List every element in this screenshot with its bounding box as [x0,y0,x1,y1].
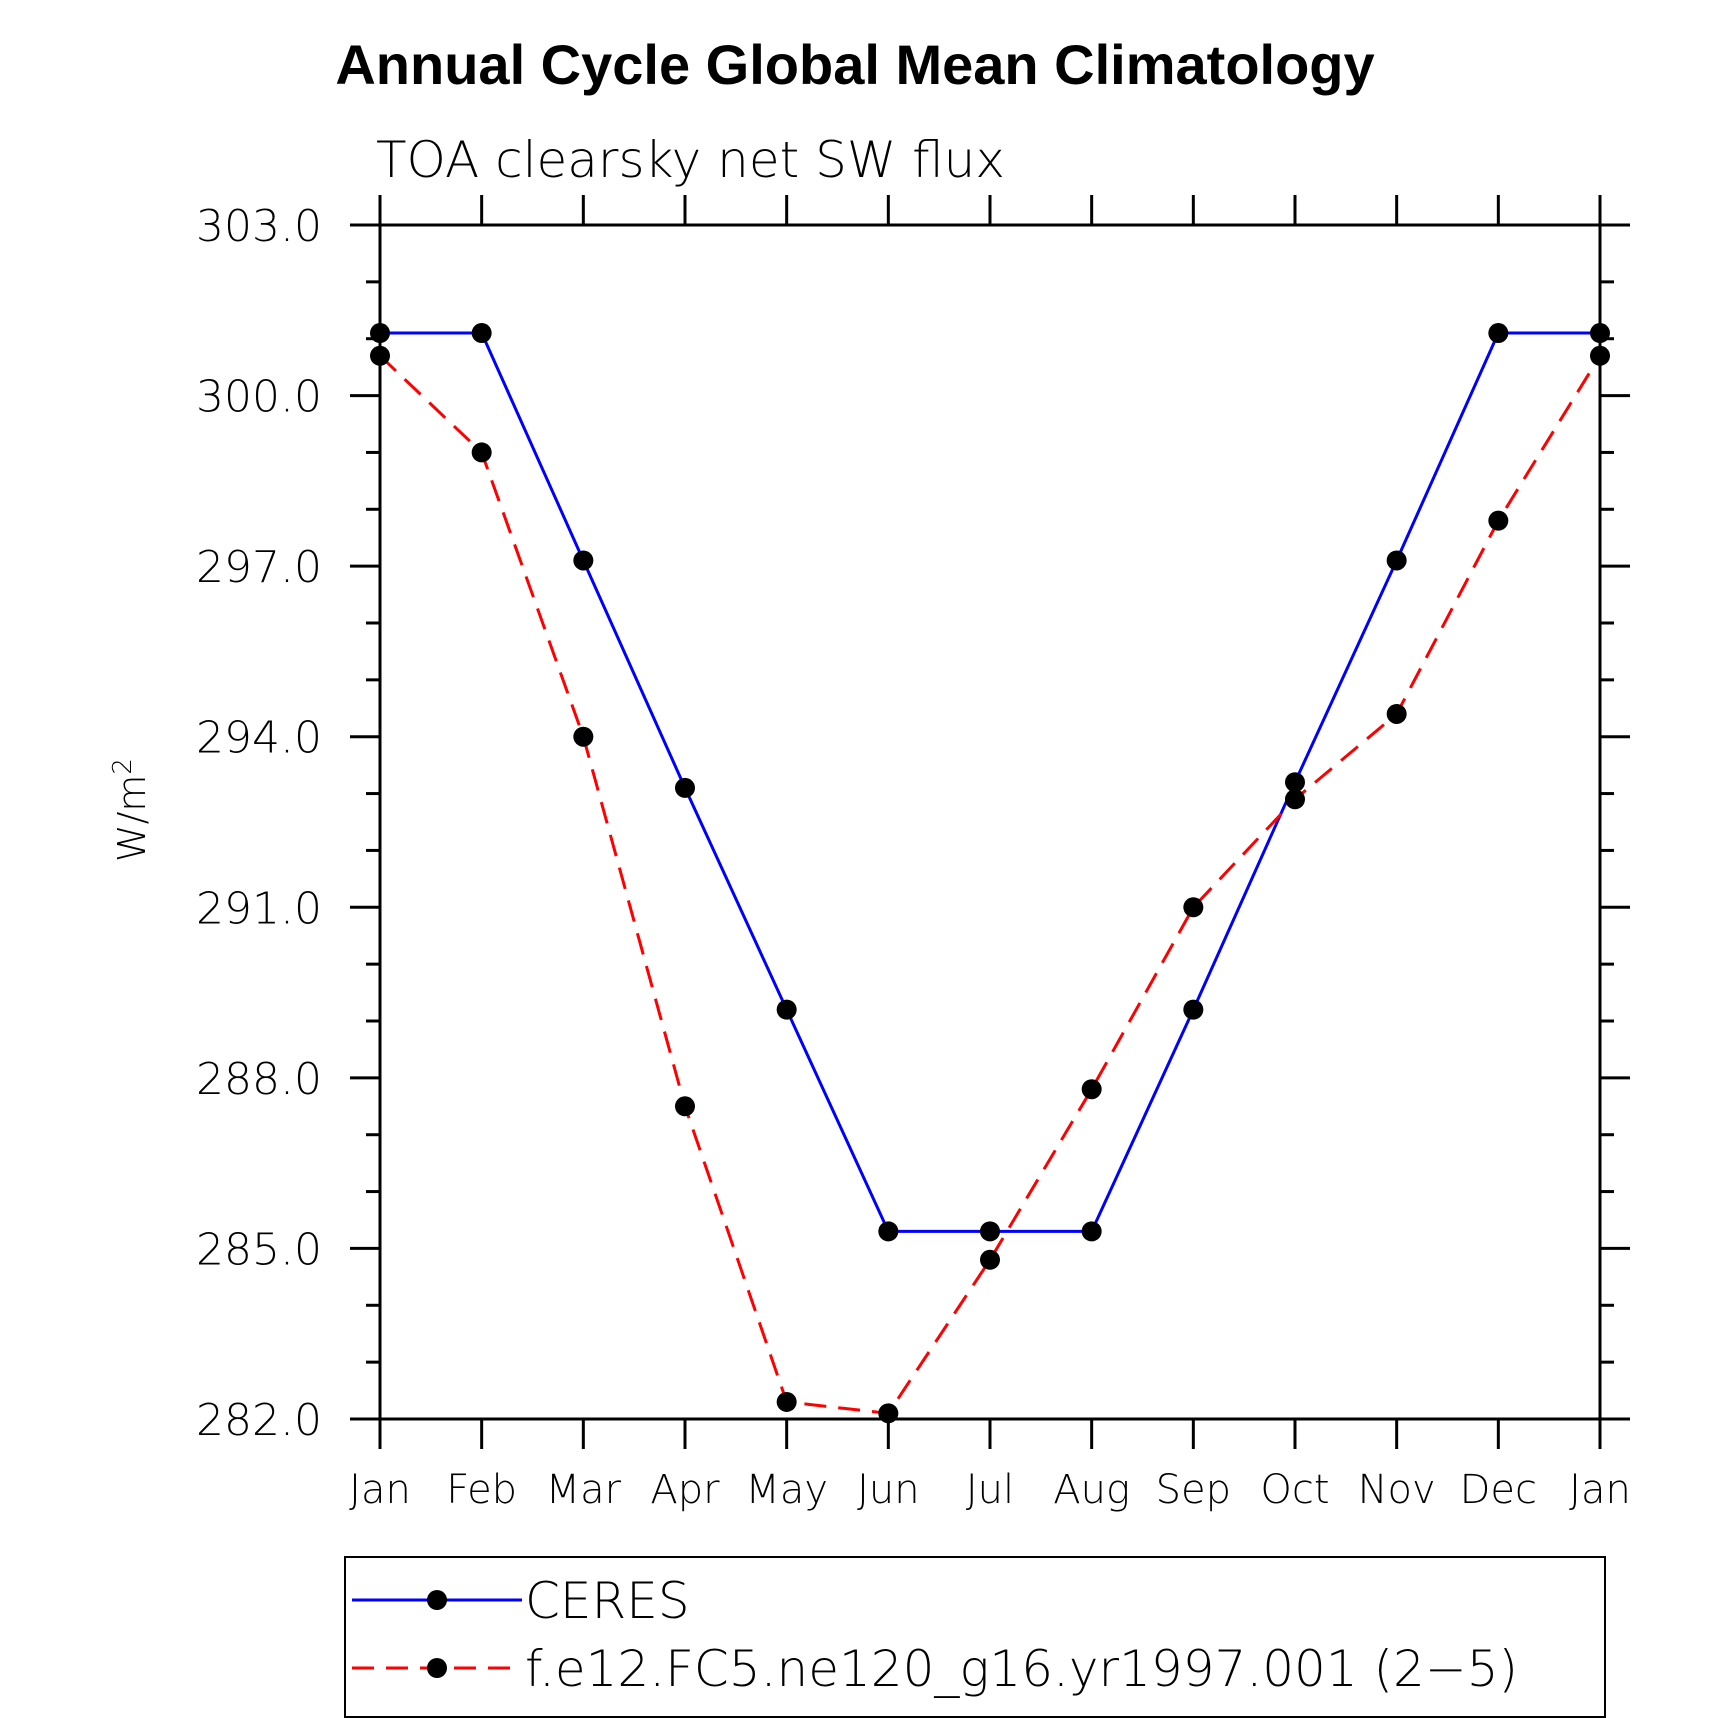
x-tick-label: Jul [966,1467,1014,1513]
series-1-point [573,726,594,747]
x-tick-label: Oct [1260,1467,1329,1513]
series-0-point [1285,772,1305,793]
x-tick-label: May [745,1467,828,1513]
axis-ticks [350,195,1630,1449]
y-tick-label: 297.0 [196,542,322,593]
x-tick-label: Sep [1156,1467,1231,1513]
legend-marker-ceres [427,1590,447,1610]
legend: CERES f.e12.FC5.ne120_g16.yr1997.001 (2−… [344,1556,1606,1718]
series-1-point [675,1096,695,1117]
x-tick-labels: Jan Feb Mar Apr May Jun Jul Aug Sep Oct Nov Dec Jan [349,1467,1631,1513]
y-axis-label-base: W/m [110,775,154,862]
y-tick-label: 294.0 [196,713,322,764]
x-tick-label: Jun [857,1467,920,1513]
series-1-point [980,1249,1000,1270]
svg-text:W/m2: W/m2 [108,758,154,862]
chart-subtitle: TOA clearsky net SW flux [376,131,1005,189]
legend-label-ceres: CERES [525,1572,690,1630]
series-0-point [1081,1221,1102,1242]
series-0-point [370,323,390,344]
series-1-point [471,442,492,463]
series-0-point [1386,550,1407,571]
series-0-point [1183,999,1204,1020]
x-tick-label: Jan [349,1467,411,1513]
legend-marker-model [427,1658,447,1678]
series-0-point [980,1221,1000,1242]
legend-label-model: f.e12.FC5.ne120_g16.yr1997.001 (2−5) [525,1640,1518,1698]
series-0-point [776,999,797,1020]
series-1-point [1285,789,1305,810]
series-1-point [776,1391,797,1412]
series-layer [370,323,1610,1424]
y-tick-label: 291.0 [196,883,322,934]
y-tick-label: 300.0 [196,372,322,423]
x-tick-label: Aug [1053,1467,1130,1513]
series-0-point [878,1221,899,1242]
y-axis-label: W/m2 [108,758,154,862]
series-1-point [370,345,390,366]
series-0-point [573,550,594,571]
x-tick-label: Mar [546,1467,622,1513]
series-0-point [675,777,695,798]
x-tick-label: Dec [1460,1467,1537,1513]
y-tick-labels: 282.0 285.0 288.0 291.0 294.0 297.0 300.0 303.0 [196,201,322,1446]
y-tick-label: 303.0 [196,201,322,252]
series-1-point [1386,703,1407,724]
series-1-point [1183,897,1204,918]
series-1-point [878,1403,899,1424]
series-1-point [1081,1079,1102,1100]
y-tick-label: 285.0 [196,1224,322,1275]
x-tick-label: Apr [650,1467,720,1513]
chart-title: Annual Cycle Global Mean Climatology [335,33,1374,96]
y-axis-label-superscript: 2 [108,758,138,775]
y-tick-label: 282.0 [196,1395,322,1446]
x-tick-label: Jan [1569,1467,1631,1513]
series-0-point [1488,323,1509,344]
series-1-point [1590,345,1610,366]
x-tick-label: Nov [1358,1467,1436,1513]
series-0-point [1590,323,1610,344]
series-line-0 [380,331,1600,1233]
series-0-point [471,323,492,344]
y-tick-label: 288.0 [196,1054,322,1105]
x-tick-label: Feb [446,1467,517,1513]
legend-box [344,1556,1606,1718]
series-1-point [1488,510,1509,531]
